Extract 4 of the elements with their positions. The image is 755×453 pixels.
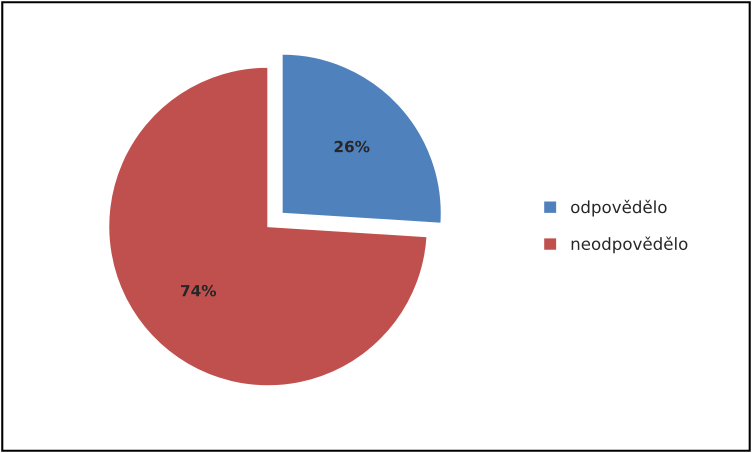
legend-label: neodpovědělo bbox=[572, 236, 688, 254]
legend-label: odpovědělo bbox=[571, 200, 667, 216]
data-label: 74% bbox=[181, 284, 216, 296]
data-label: 26% bbox=[334, 140, 370, 152]
